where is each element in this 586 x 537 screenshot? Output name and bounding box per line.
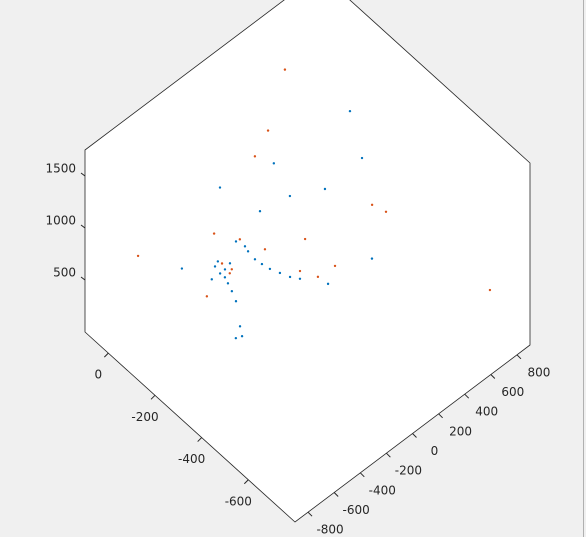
point (230, 268, 233, 271)
x-tick (516, 354, 522, 360)
point (243, 245, 247, 248)
point (136, 254, 140, 258)
point (258, 209, 262, 213)
point (268, 267, 272, 271)
point (288, 194, 292, 198)
y-tick-label: -200 (131, 410, 158, 424)
point (234, 240, 238, 243)
x-tick (359, 472, 365, 478)
y-tick (103, 352, 109, 358)
x-tick (386, 452, 391, 458)
y-tick (150, 394, 156, 400)
point (263, 248, 267, 251)
point (234, 300, 238, 303)
x-tick-label: -400 (369, 483, 396, 497)
point (253, 258, 257, 261)
y-tick-label: -400 (178, 452, 205, 466)
x-tick-label: 0 (431, 444, 439, 458)
z-tick-label: 500 (53, 266, 76, 280)
point (272, 162, 276, 165)
point (223, 276, 227, 279)
point (246, 250, 250, 253)
point (218, 186, 222, 189)
point (326, 282, 330, 286)
point (213, 265, 217, 268)
point (220, 262, 224, 265)
point (228, 272, 231, 275)
point (216, 260, 220, 263)
x-tick (307, 511, 313, 517)
x-tick-label: 800 (527, 365, 550, 379)
point (360, 156, 364, 160)
point (488, 288, 492, 292)
point (238, 238, 242, 241)
point (238, 325, 242, 328)
z-tick-label: 1000 (45, 214, 76, 228)
point (228, 262, 232, 265)
point (230, 290, 234, 293)
point (210, 278, 213, 281)
point (323, 187, 327, 191)
x-tick-label: -600 (343, 503, 370, 517)
y-tick (197, 437, 203, 442)
point (253, 155, 257, 158)
z-tick-label: 1500 (45, 162, 76, 176)
x-tick-label: -800 (316, 523, 343, 537)
y-tick (243, 479, 249, 485)
axes-box (84, 0, 531, 523)
z-tick (80, 224, 86, 229)
point (260, 262, 264, 266)
point (212, 232, 216, 235)
x-tick (412, 433, 417, 438)
point (218, 272, 222, 275)
point (266, 129, 270, 132)
point (223, 268, 227, 271)
point (226, 282, 230, 285)
point (240, 335, 244, 338)
x-tick (438, 413, 443, 419)
x-tick-label: 600 (501, 385, 524, 399)
point (333, 264, 337, 268)
y-tick-label: 0 (95, 368, 103, 382)
x-tick-label: 200 (449, 424, 472, 438)
point (316, 275, 320, 279)
point (298, 277, 302, 280)
point (370, 203, 374, 207)
y-tick-label: -600 (225, 494, 252, 508)
point (234, 336, 238, 340)
point (348, 109, 352, 113)
point (298, 269, 302, 273)
z-tick (80, 172, 86, 177)
x-tick-label: -200 (395, 464, 422, 478)
point (288, 275, 292, 279)
point (205, 295, 209, 298)
x-tick (333, 492, 339, 497)
point (303, 237, 307, 241)
x-tick-label: 400 (475, 405, 498, 419)
point (283, 68, 287, 71)
point (180, 267, 184, 270)
point (370, 257, 374, 260)
x-tick (490, 374, 496, 379)
point (278, 271, 282, 275)
z-tick (80, 276, 86, 281)
x-tick (464, 393, 470, 399)
point (384, 210, 388, 213)
